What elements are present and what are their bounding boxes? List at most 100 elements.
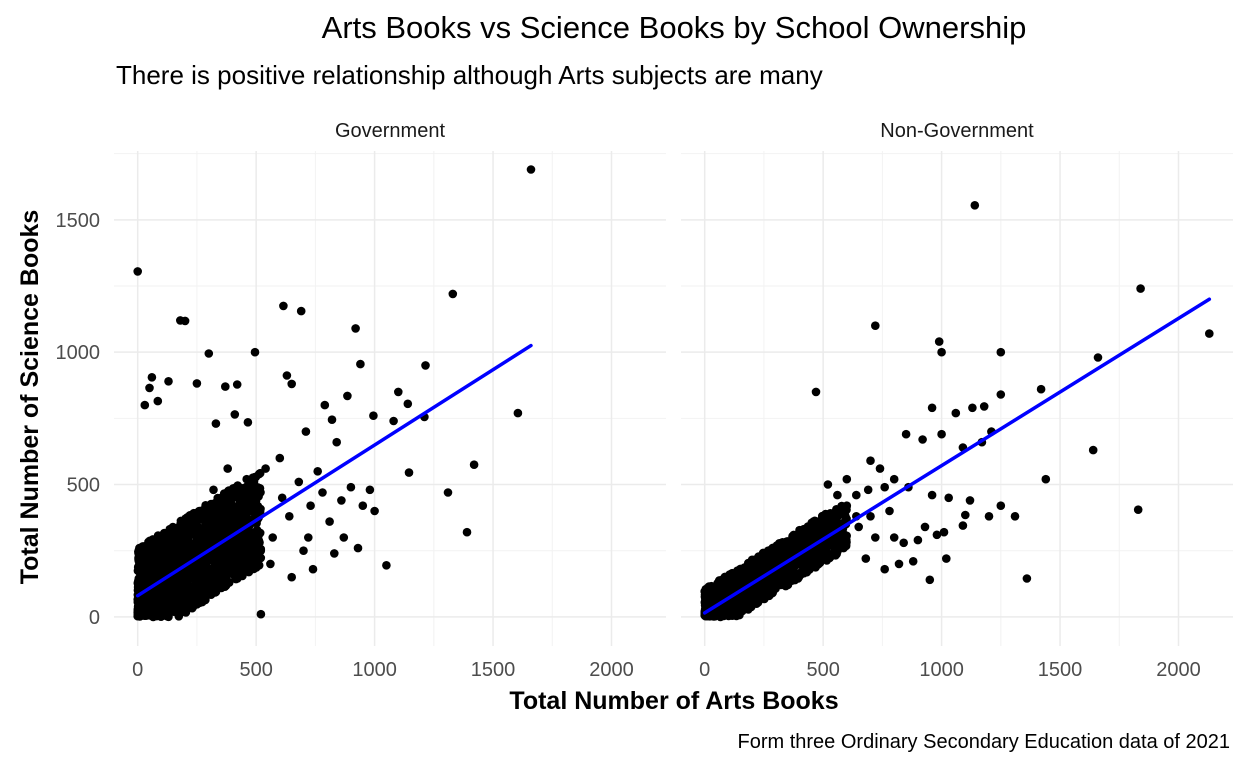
data-point [151,555,161,565]
data-point [343,391,352,401]
data-point [863,485,873,495]
data-point [746,598,756,608]
x-tick-label: 2000 [1156,659,1201,681]
data-point [842,474,852,484]
data-point [175,588,185,597]
data-point [202,590,212,600]
data-point [304,533,313,542]
data-point [224,486,233,496]
data-point [208,502,218,512]
x-tick-label: 500 [239,659,272,681]
data-point [908,557,918,566]
data-point [824,540,834,550]
data-point [871,321,880,331]
data-point [776,540,785,550]
data-point [737,578,746,587]
data-point [133,267,142,276]
data-point [832,549,841,559]
data-point [834,509,844,518]
data-point [235,571,245,580]
data-point [232,380,242,389]
x-tick-label: 1500 [1038,659,1083,681]
data-point [720,574,729,583]
data-point [228,569,237,579]
data-point [526,165,536,174]
trend-line [702,297,1212,615]
data-point [318,488,327,497]
data-point [965,496,975,505]
data-point [133,578,143,588]
data-point [823,480,833,489]
data-point [243,418,253,427]
data-point [871,533,880,542]
data-point [833,531,843,541]
data-point [1088,445,1098,455]
data-point [170,529,180,539]
data-point [351,324,360,333]
data-point [833,490,842,500]
data-point [166,536,176,545]
data-point [201,518,210,528]
data-point [156,588,165,597]
data-point [256,609,266,619]
data-point [764,547,774,557]
data-point [889,474,899,484]
x-tick-label: 1000 [919,659,964,681]
data-point [140,542,149,551]
data-point [937,429,946,439]
trend-line [135,343,533,598]
data-point [211,419,221,428]
data-point [880,482,889,492]
data-point [939,527,949,537]
data-point [172,548,182,558]
data-point [918,435,927,444]
data-point [145,592,155,601]
data-point [944,493,953,503]
data-point [156,597,165,607]
data-point [469,460,479,470]
panel-non-government: Non-Government 0 500 1000 1500 2000 [681,120,1233,681]
x-tick-label: 1500 [471,659,516,681]
data-point [206,565,216,574]
data-point [346,482,356,492]
data-point [389,416,398,426]
data-point [760,587,769,596]
data-point [875,464,885,473]
data-point [774,578,783,588]
data-point [242,474,251,484]
data-point [744,590,754,600]
data-point [211,513,221,523]
data-point [232,488,242,497]
data-point [249,554,259,564]
data-point [841,541,851,551]
data-point [920,522,930,532]
data-point [852,490,861,500]
data-point [861,554,871,563]
data-point [250,347,260,357]
data-point [204,349,214,358]
data-point [789,539,799,549]
data-point [996,390,1006,399]
data-point [814,517,823,526]
data-point [797,569,807,578]
data-point [769,584,779,593]
data-point [214,562,223,571]
data-point [255,538,264,547]
x-tick-label: 2000 [589,659,634,681]
data-point [822,547,831,556]
data-point [248,483,257,493]
data-point [266,559,275,569]
data-point [184,590,194,599]
panel-government: Government 0 500 1000 1500 2000 [114,120,666,681]
data-point [513,408,523,418]
data-point [996,347,1006,357]
data-point [180,316,190,326]
data-point [313,467,323,476]
panel-label: Government [335,120,445,142]
data-point [1093,353,1103,362]
data-point [154,542,163,551]
x-tick-label: 1000 [352,659,397,681]
data-point [219,519,229,528]
data-point [218,494,227,503]
data-point [218,506,228,516]
